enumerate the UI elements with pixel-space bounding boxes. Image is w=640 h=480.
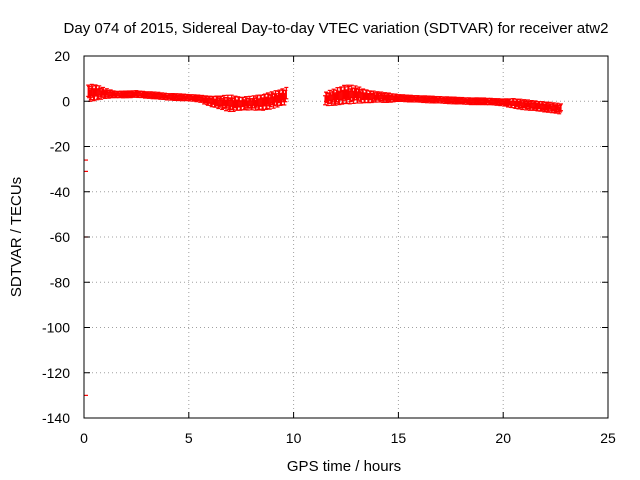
grid-lines — [84, 56, 608, 418]
y-tick-label: -40 — [50, 184, 70, 200]
y-tick-label: -20 — [50, 139, 70, 155]
x-tick-label: 20 — [495, 430, 511, 446]
series-segment-1 — [86, 83, 289, 113]
y-tick-label: 0 — [62, 93, 70, 109]
y-tick-label: -60 — [50, 229, 70, 245]
data-points — [84, 83, 563, 396]
axis-ticks: 0 5 10 15 20 25 20 0 -20 -40 -60 -80 -100 -120 -140 — [42, 48, 616, 446]
x-tick-label: 10 — [286, 430, 302, 446]
chart-title: Day 074 of 2015, Sidereal Day-to-day VTE… — [64, 20, 609, 37]
x-tick-label: 0 — [80, 430, 88, 446]
x-tick-label: 25 — [600, 430, 616, 446]
y-tick-label: -80 — [50, 274, 70, 290]
y-tick-label: 20 — [54, 48, 70, 64]
y-axis-label: SDTVAR / TECUs — [8, 177, 25, 297]
y-tick-label: -120 — [42, 365, 70, 381]
x-tick-label: 5 — [185, 430, 193, 446]
x-tick-label: 15 — [391, 430, 407, 446]
x-axis-label: GPS time / hours — [287, 458, 401, 475]
y-tick-label: -100 — [42, 320, 70, 336]
y-tick-label: -140 — [42, 410, 70, 426]
series-segment-2 — [323, 84, 563, 115]
